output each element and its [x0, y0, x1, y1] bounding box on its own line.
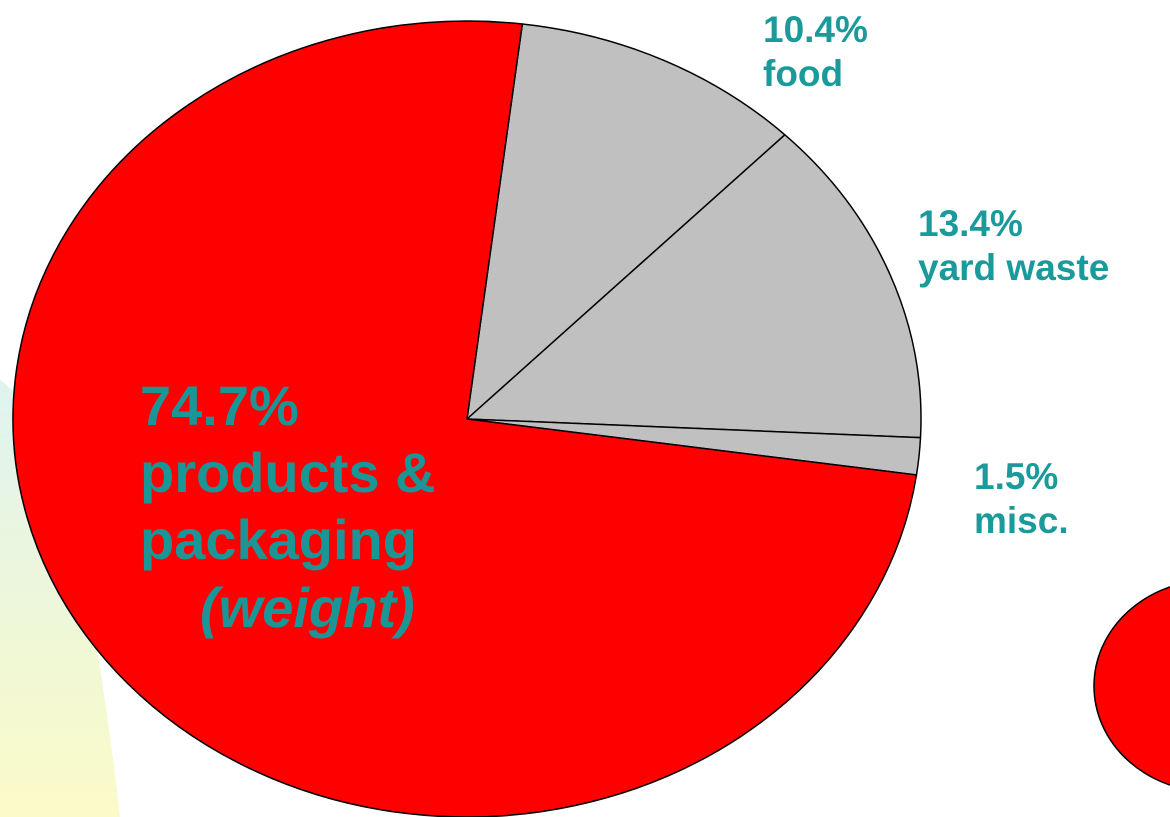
pie-slice-products-packaging — [12, 20, 918, 817]
slice-name-misc: misc. — [974, 499, 1069, 541]
pie-slice-yard-waste — [466, 134, 922, 439]
slice-name-products-packaging: products & — [140, 441, 436, 505]
slice-name-food: food — [763, 52, 844, 94]
slice-label-misc: 1.5% misc. — [974, 455, 1069, 542]
slice-value-products-packaging: 74.7% — [140, 374, 299, 437]
slice-note-weight: (weight) — [200, 575, 415, 639]
slice-value-food: 10.4% — [763, 9, 868, 50]
slice-value-yard-waste: 13.4% — [918, 203, 1023, 244]
pie-slice-food — [466, 23, 786, 420]
secondary-pie-partial — [1093, 586, 1170, 786]
slice-name-yard-waste: yard waste — [918, 246, 1110, 288]
slice-name-products-packaging-line2: packaging — [140, 508, 417, 572]
slice-value-misc: 1.5% — [974, 456, 1059, 497]
slice-label-yard-waste: 13.4% yard waste — [918, 202, 1109, 289]
slice-label-products-packaging: 74.7% products & packaging (weight) — [140, 372, 436, 641]
slice-label-food: 10.4% food — [763, 8, 868, 95]
